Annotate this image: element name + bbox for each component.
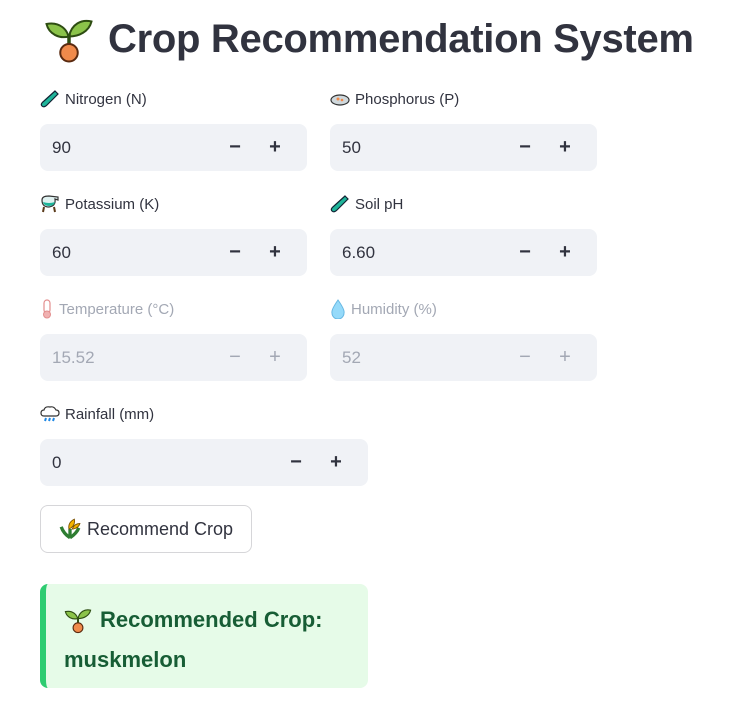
humidity-decrement-button: − [519, 346, 531, 368]
page-title: Crop Recommendation System [108, 16, 694, 61]
recommended-crop-value: muskmelon [64, 647, 187, 672]
humidity-field: Humidity (%) 52 − + [330, 298, 597, 381]
temperature-value: 15.52 [52, 347, 95, 367]
thermometer-icon [43, 299, 51, 319]
rainfall-increment-button[interactable]: + [330, 451, 342, 473]
soil-ph-value[interactable]: 6.60 [342, 242, 376, 262]
seedling-icon [64, 609, 92, 634]
phosphorus-label: Phosphorus (P) [355, 90, 460, 108]
temperature-input: 15.52 − + [40, 334, 307, 381]
rain-cloud-icon [40, 406, 60, 422]
phosphorus-input[interactable]: 50 − + [330, 124, 597, 171]
temperature-decrement-button: − [229, 346, 241, 368]
seedling-icon [45, 19, 93, 63]
rainfall-input[interactable]: 0 − + [40, 439, 368, 486]
rainfall-decrement-button[interactable]: − [290, 451, 302, 473]
nitrogen-increment-button[interactable]: + [269, 136, 281, 158]
rainfall-field: Rainfall (mm) 0 − + [40, 403, 368, 486]
rainfall-label: Rainfall (mm) [65, 405, 155, 423]
soil-ph-input[interactable]: 6.60 − + [330, 229, 597, 276]
potassium-input[interactable]: 60 − + [40, 229, 307, 276]
phosphorus-decrement-button[interactable]: − [519, 136, 531, 158]
rainfall-value[interactable]: 0 [52, 452, 62, 472]
nitrogen-field: Nitrogen (N) 90 − + [40, 88, 307, 171]
nitrogen-decrement-button[interactable]: − [229, 136, 241, 158]
soil-ph-field: Soil pH 6.60 − + [330, 193, 597, 276]
page-header: Crop Recommendation System [44, 14, 694, 64]
alembic-icon [41, 195, 59, 213]
sheaf-of-rice-icon [59, 518, 81, 540]
recommend-crop-button[interactable]: Recommend Crop [40, 505, 252, 553]
potassium-decrement-button[interactable]: − [229, 241, 241, 263]
temperature-label: Temperature (°C) [59, 300, 175, 318]
nitrogen-input[interactable]: 90 − + [40, 124, 307, 171]
phosphorus-increment-button[interactable]: + [559, 136, 571, 158]
phosphorus-value[interactable]: 50 [342, 137, 361, 157]
soil-ph-decrement-button[interactable]: − [519, 241, 531, 263]
potassium-label: Potassium (K) [65, 195, 160, 213]
humidity-value: 52 [342, 347, 361, 367]
potassium-value[interactable]: 60 [52, 242, 71, 262]
test-tube-icon [330, 195, 349, 213]
phosphorus-field: Phosphorus (P) 50 − + [330, 88, 597, 171]
droplet-icon [331, 299, 345, 319]
nitrogen-label: Nitrogen (N) [65, 90, 147, 108]
petri-dish-icon [330, 94, 350, 106]
potassium-increment-button[interactable]: + [269, 241, 281, 263]
test-tube-icon [40, 90, 59, 108]
soil-ph-increment-button[interactable]: + [559, 241, 571, 263]
nitrogen-value[interactable]: 90 [52, 137, 71, 157]
result-heading: Recommended Crop: [100, 607, 323, 632]
temperature-field: Temperature (°C) 15.52 − + [40, 298, 307, 381]
soil-ph-label: Soil pH [355, 195, 404, 213]
humidity-input: 52 − + [330, 334, 597, 381]
result-alert: Recommended Crop: muskmelon [40, 584, 368, 688]
temperature-increment-button: + [269, 346, 281, 368]
humidity-label: Humidity (%) [351, 300, 437, 318]
recommend-crop-label: Recommend Crop [86, 518, 234, 539]
humidity-increment-button: + [559, 346, 571, 368]
potassium-field: Potassium (K) 60 − + [40, 193, 307, 276]
